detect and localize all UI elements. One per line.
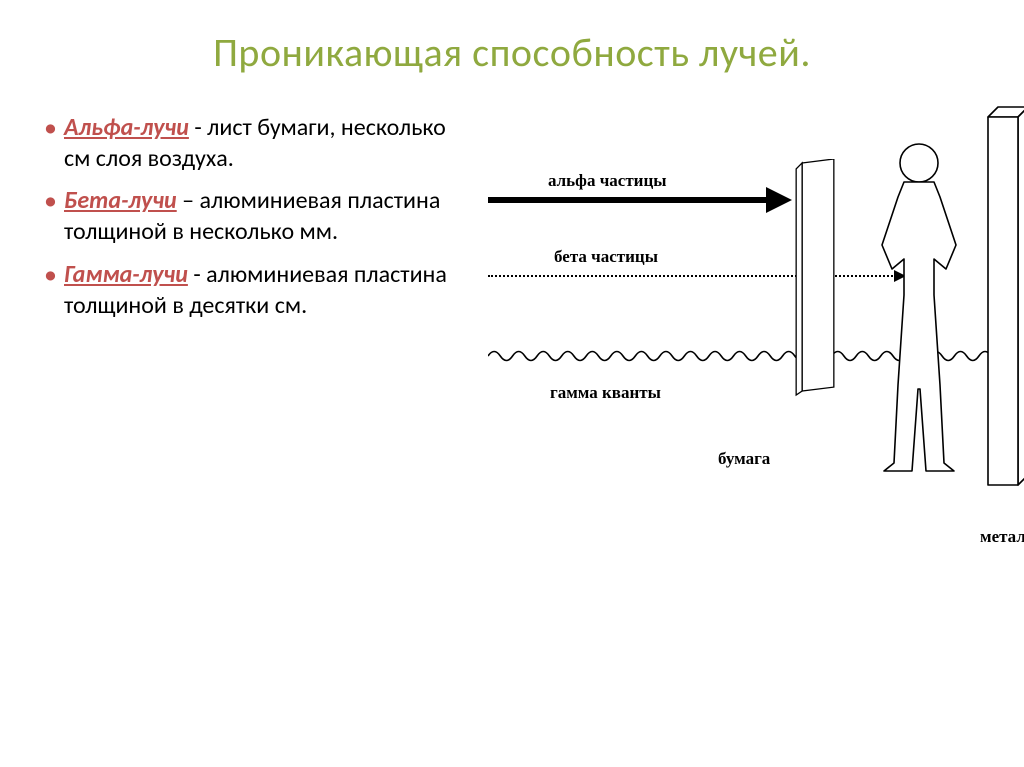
term-alpha: Альфа-лучи	[64, 113, 189, 142]
term-beta: Бета-лучи	[64, 186, 177, 215]
alpha-label: альфа частицы	[548, 171, 667, 191]
beta-label: бета частицы	[554, 247, 658, 267]
human-figure-icon	[864, 135, 974, 485]
penetration-diagram: альфа частицы бета частицы гамма кванты …	[460, 111, 984, 631]
bullet-gamma: Гамма-лучи - алюминиевая пластина толщин…	[40, 260, 460, 321]
content-area: Альфа-лучи - лист бумаги, несколько см с…	[40, 111, 984, 631]
paper-label: бумага	[718, 449, 770, 469]
term-gamma: Гамма-лучи	[64, 260, 188, 289]
bullet-list: Альфа-лучи - лист бумаги, несколько см с…	[40, 111, 460, 631]
page-title: Проникающая способность лучей.	[40, 28, 984, 77]
metal-block-shape	[980, 105, 1024, 513]
bullet-alpha: Альфа-лучи - лист бумаги, несколько см с…	[40, 113, 460, 174]
metal-label: металл	[980, 527, 1024, 547]
alpha-arrow	[488, 197, 776, 203]
paper-shape	[794, 159, 836, 397]
bullet-beta: Бета-лучи – алюминиевая пластина толщино…	[40, 186, 460, 247]
gamma-label: гамма кванты	[550, 383, 661, 403]
